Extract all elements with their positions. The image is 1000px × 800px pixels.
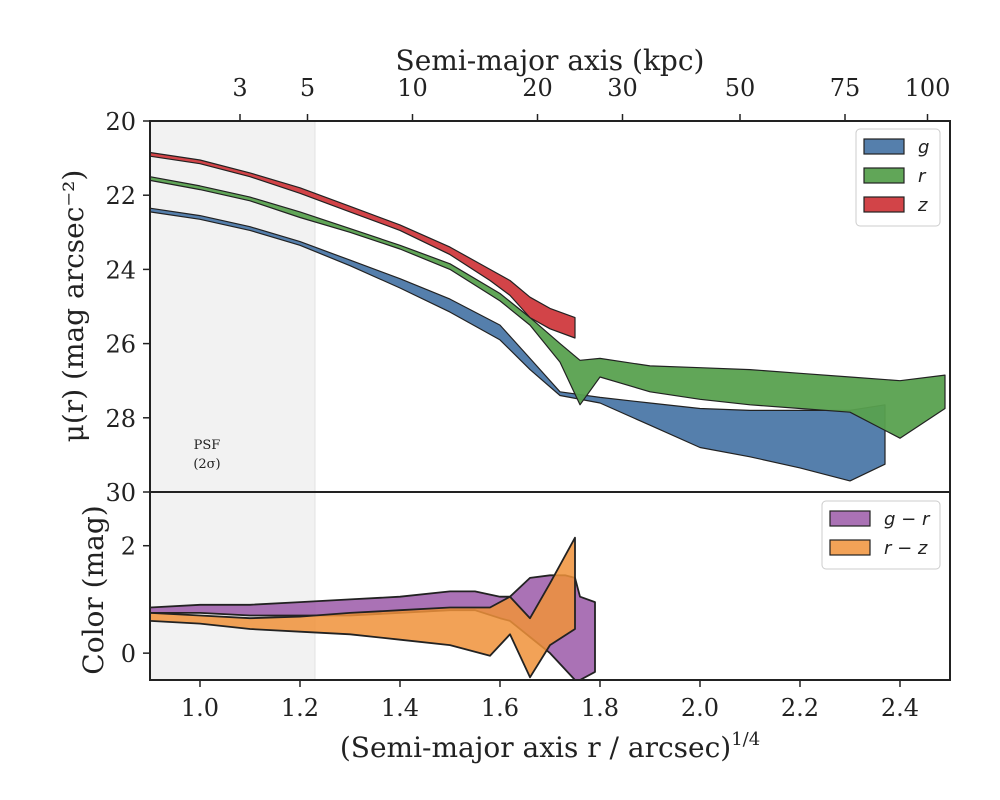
top-axis-tick-label: 10 [397, 74, 428, 102]
top-axis-tick-label: 50 [725, 74, 756, 102]
top-axis-title: Semi-major axis (kpc) [396, 44, 705, 77]
legend-swatch-g-r [829, 510, 871, 527]
band-g [149, 207, 886, 482]
top-ytick-label: 22 [105, 182, 136, 210]
top-axis-tick-label: 5 [300, 74, 315, 102]
top-panel-ylabel: μ(r) (mag arcsec⁻²) [57, 170, 90, 443]
psf-label-line1: PSF [194, 438, 221, 453]
psf-label-line2: (2σ) [193, 457, 220, 472]
legend-label-z: z [917, 195, 928, 216]
band-r-z [149, 536, 576, 679]
legend-label-r-z: r − z [884, 538, 928, 559]
top-ytick-label: 28 [105, 405, 136, 433]
legend-swatch-g [863, 138, 905, 155]
x-tick-label: 1.0 [181, 694, 219, 722]
legend-swatch-z [863, 196, 905, 213]
x-tick-label: 1.6 [481, 694, 519, 722]
top-axis-tick-label: 20 [522, 74, 553, 102]
psf-shaded-band [149, 120, 316, 681]
legend-label-g-r: g − r [884, 509, 931, 530]
bottom-ytick-label: 2 [121, 533, 136, 561]
legend-swatch-r-z [829, 539, 871, 556]
x-tick-label: 2.4 [881, 694, 919, 722]
top-axis-tick-label: 100 [905, 74, 951, 102]
x-tick-label: 2.0 [681, 694, 719, 722]
x-axis-title: (Semi-major axis r / arcsec)1/4 [340, 729, 760, 764]
top-axis-tick-label: 3 [232, 74, 247, 102]
top-axis-tick-label: 30 [607, 74, 638, 102]
top-ytick-label: 24 [105, 256, 136, 284]
x-tick-label: 1.8 [581, 694, 619, 722]
legend-label-r: r [918, 166, 927, 187]
top-panel-yticks: 20 22 24 26 28 30 [105, 108, 150, 507]
top-panel-series [149, 151, 946, 482]
bottom-panel-series [149, 536, 596, 681]
x-axis-title-superscript: 1/4 [731, 729, 760, 750]
top-panel-legend: grz [855, 128, 941, 227]
band-r [149, 176, 946, 439]
top-axis-ticks: 3 5 10 20 30 50 75 100 [232, 74, 950, 121]
x-tick-label: 1.4 [381, 694, 419, 722]
psf-region [149, 120, 316, 681]
legend-label-g: g [918, 137, 929, 158]
x-axis-title-main: (Semi-major axis r / arcsec) [340, 731, 731, 764]
bottom-panel-frame [149, 491, 951, 681]
bottom-panel-yticks: 02 [121, 533, 150, 668]
band-z [149, 151, 576, 339]
bottom-panel-legend: g − r r − z [821, 500, 941, 570]
x-axis-ticks: 1.0 1.2 1.4 1.6 1.8 2.0 2.2 2.4 [181, 680, 919, 722]
bottom-ytick-label: 0 [121, 640, 136, 668]
x-tick-label: 2.2 [781, 694, 819, 722]
top-ytick-label: 26 [105, 331, 136, 359]
top-ytick-label: 30 [105, 479, 136, 507]
legend-swatch-r [863, 167, 905, 184]
top-axis-tick-label: 75 [830, 74, 861, 102]
bottom-panel-ylabel: Color (mag) [77, 505, 110, 674]
top-ytick-label: 20 [105, 108, 136, 136]
x-tick-label: 1.2 [281, 694, 319, 722]
